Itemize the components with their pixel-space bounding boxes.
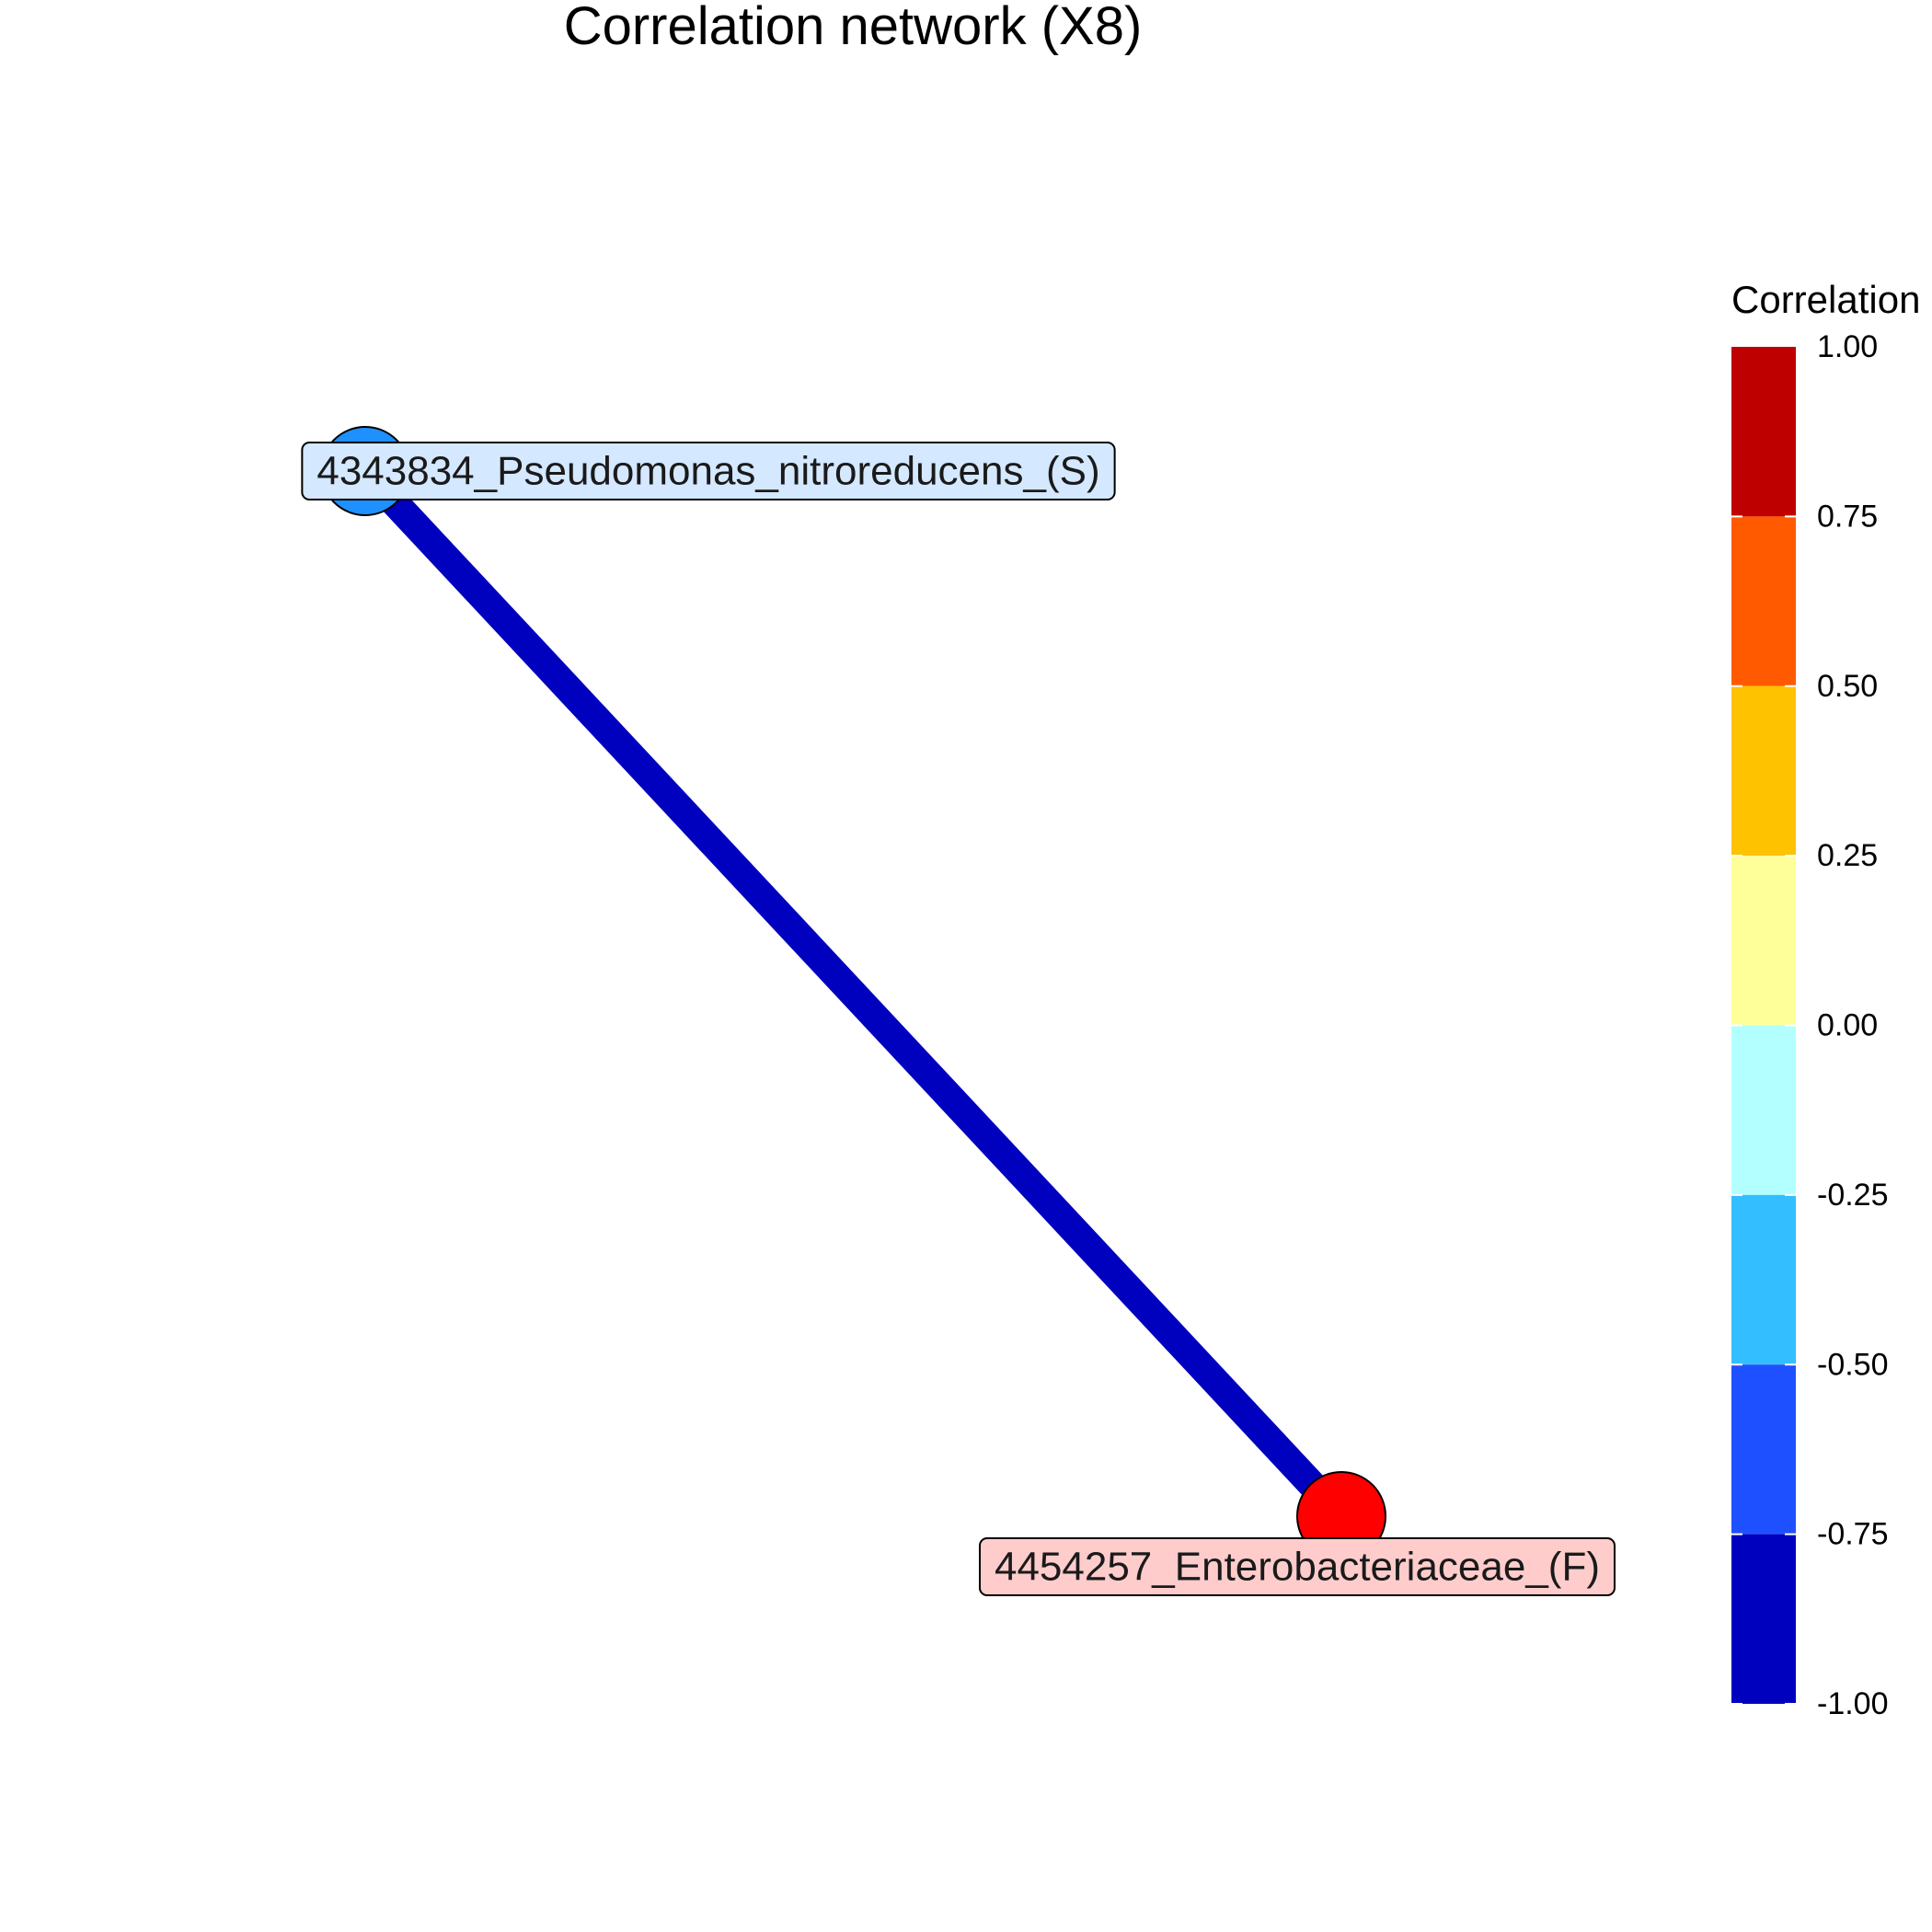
legend-bin: [1731, 685, 1796, 857]
legend-bin: [1731, 1364, 1796, 1535]
legend-tick-label: -1.00: [1817, 1686, 1889, 1721]
node-label-box: [978, 1537, 1616, 1596]
legend-bin: [1731, 856, 1796, 1026]
node-label-n2: 4454257_Enterobacteriaceae_(F): [978, 1537, 1616, 1596]
node-label-text: 4343834_Pseudomonas_nitroreducens_(S): [316, 449, 1099, 494]
legend-tick-label: -0.25: [1817, 1178, 1889, 1213]
figure-title: Correlation network (X8): [564, 0, 1143, 56]
legend-colorbar: [1731, 347, 1796, 1705]
legend-tick-label: 0.25: [1817, 838, 1878, 873]
legend-title: Correlation: [1731, 278, 1920, 321]
node-label-n1: 4343834_Pseudomonas_nitroreducens_(S): [301, 442, 1116, 500]
legend-tick-labels: 1.00 0.75 0.50 0.25 0.00 -0.25 -0.50 -0.75 -1.00: [1817, 329, 1889, 1721]
node-label-text: 4454257_Enterobacteriaceae_(F): [995, 1545, 1600, 1590]
edge-n1-n2: [354, 461, 1352, 1526]
legend-tick-label: 0.00: [1817, 1008, 1878, 1043]
edges-layer: [354, 461, 1352, 1526]
labels-layer: 4343834_Pseudomonas_nitroreducens_(S) 445…: [301, 442, 1616, 1596]
legend-bin: [1731, 1194, 1796, 1365]
legend-bin: [1731, 347, 1796, 517]
legend-tick-label: -0.50: [1817, 1347, 1889, 1382]
legend-bin: [1731, 516, 1796, 686]
legend-tick-label: 0.75: [1817, 499, 1878, 534]
legend-tick-label: -0.75: [1817, 1517, 1889, 1552]
legend-bin: [1731, 1534, 1796, 1704]
legend-bin: [1731, 1025, 1796, 1195]
legend-tick-label: 1.00: [1817, 329, 1878, 364]
node-label-box: [301, 442, 1116, 500]
correlation-legend: Correlation 1.00 0.75 0.50 0.25 0.00 -0.25 -0.…: [1731, 278, 1920, 1721]
legend-tick-label: 0.50: [1817, 669, 1878, 704]
